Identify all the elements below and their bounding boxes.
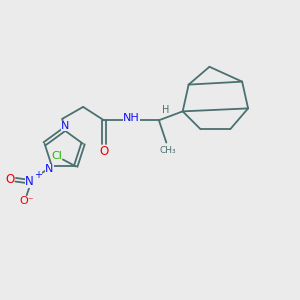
Text: H: H bbox=[162, 105, 169, 115]
Text: Cl: Cl bbox=[51, 151, 62, 161]
Text: NH: NH bbox=[123, 113, 140, 123]
Text: N: N bbox=[25, 175, 34, 188]
Text: CH₃: CH₃ bbox=[160, 146, 176, 155]
Text: O: O bbox=[99, 145, 109, 158]
Text: O: O bbox=[5, 173, 14, 186]
Text: N: N bbox=[45, 164, 54, 174]
Text: N: N bbox=[61, 121, 70, 131]
Text: +: + bbox=[34, 170, 42, 180]
Text: O⁻: O⁻ bbox=[19, 196, 34, 206]
